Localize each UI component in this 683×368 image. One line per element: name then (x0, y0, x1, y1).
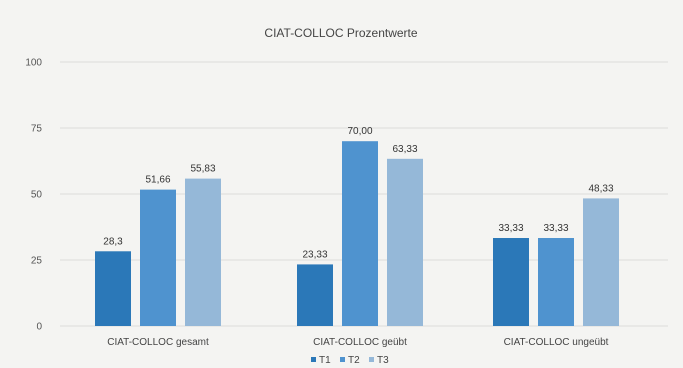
x-tick-label: CIAT-COLLOC gesamt (107, 337, 209, 348)
data-label: 51,66 (145, 175, 170, 186)
legend: T1 T2 T3 (311, 355, 389, 366)
data-label: 23,33 (302, 249, 327, 260)
bar (342, 141, 378, 326)
y-tick-label: 75 (31, 124, 43, 135)
data-label: 48,33 (588, 183, 613, 194)
legend-label: T1 (319, 355, 331, 366)
bar (538, 238, 574, 326)
chart-title: CIAT-COLLOC Prozentwerte (264, 26, 417, 40)
bar (297, 264, 333, 326)
x-axis-ticks: CIAT-COLLOC gesamt CIAT-COLLOC geübt CIAT-… (107, 337, 608, 348)
y-tick-label: 25 (31, 256, 43, 267)
bars (95, 141, 619, 326)
bar (387, 158, 423, 326)
y-tick-label: 100 (25, 58, 42, 69)
bar (583, 198, 619, 326)
y-axis-ticks: 0 25 50 75 100 (25, 58, 42, 333)
data-labels: 28,3 51,66 55,83 23,33 70,00 63,33 33,33 33,33 4… (103, 126, 614, 260)
y-tick-label: 50 (31, 190, 43, 201)
bar (140, 189, 176, 326)
legend-label: T2 (348, 355, 360, 366)
data-label: 70,00 (347, 126, 372, 137)
legend-swatch (311, 357, 316, 362)
legend-label: T3 (377, 355, 389, 366)
y-tick-label: 0 (36, 322, 42, 333)
bar (185, 178, 221, 326)
data-label: 55,83 (190, 164, 215, 175)
x-tick-label: CIAT-COLLOC geübt (313, 337, 407, 348)
data-label: 33,33 (543, 223, 568, 234)
data-label: 33,33 (498, 223, 523, 234)
x-tick-label: CIAT-COLLOC ungeübt (504, 337, 609, 348)
bar (493, 238, 529, 326)
legend-swatch (340, 357, 345, 362)
bar (95, 251, 131, 326)
legend-swatch (369, 357, 374, 362)
data-label: 28,3 (103, 236, 123, 247)
data-label: 63,33 (392, 144, 417, 155)
